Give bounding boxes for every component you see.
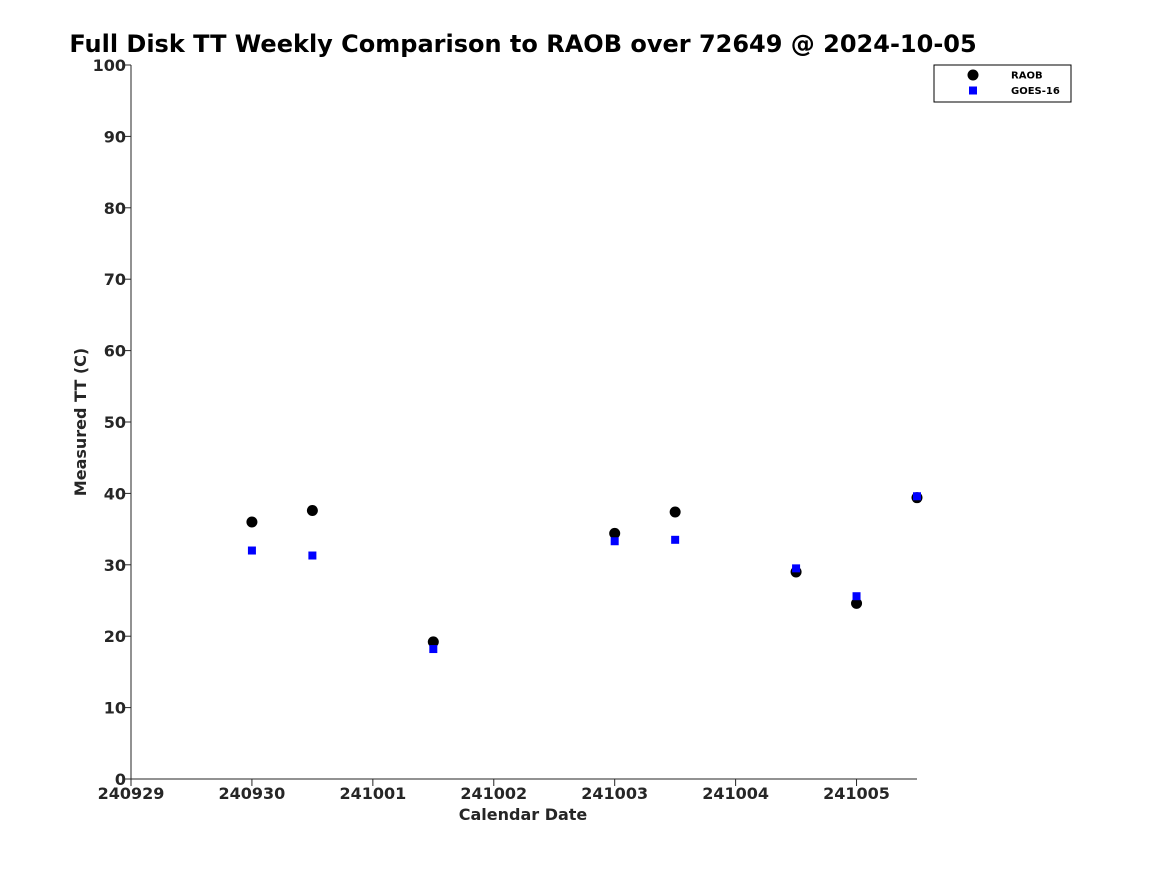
x-tick-label: 241002 (460, 784, 527, 803)
legend-marker-goes16 (969, 86, 977, 95)
legend-label-raob: RAOB (1011, 71, 1043, 82)
x-tick-label: 241004 (702, 784, 769, 803)
x-tick-label: 241003 (581, 784, 648, 803)
y-tick-label: 40 (104, 484, 126, 503)
x-tick-label: 240930 (219, 784, 286, 803)
point-goes16 (247, 546, 256, 555)
x-ticks: 240929 240930 241001 241002 241003 241004 2410… (98, 779, 890, 803)
legend: RAOB GOES-16 (933, 64, 1072, 103)
y-tick-label: 20 (104, 627, 126, 646)
point-raob (851, 597, 863, 609)
x-tick-label: 241001 (339, 784, 406, 803)
data-points (246, 492, 923, 654)
y-tick-label: 50 (104, 413, 126, 432)
point-raob (246, 516, 258, 528)
point-goes16 (913, 492, 921, 501)
point-raob (427, 636, 439, 648)
point-raob (609, 527, 621, 539)
y-tick-label: 100 (93, 56, 126, 75)
point-raob (669, 506, 681, 518)
point-goes16 (852, 592, 861, 601)
y-ticks: 0 10 20 30 40 50 60 70 80 90 100 (93, 56, 131, 789)
point-goes16 (308, 551, 317, 560)
x-tick-label: 241005 (823, 784, 890, 803)
x-axis-label: Calendar Date (459, 805, 588, 824)
y-tick-label: 10 (104, 699, 126, 718)
y-tick-label: 30 (104, 556, 126, 575)
point-goes16 (429, 645, 438, 654)
point-goes16 (671, 535, 680, 544)
chart-title: Full Disk TT Weekly Comparison to RAOB o… (69, 30, 976, 58)
point-raob (306, 505, 318, 517)
point-goes16 (610, 537, 619, 546)
legend-marker-raob (967, 69, 979, 81)
y-tick-label: 60 (104, 342, 126, 361)
y-tick-label: 70 (104, 270, 126, 289)
y-axis-label: Measured TT (C) (71, 348, 90, 496)
x-tick-label: 240929 (98, 784, 165, 803)
y-tick-label: 0 (115, 770, 126, 789)
legend-label-goes16: GOES-16 (1011, 86, 1060, 97)
legend-box (933, 64, 1072, 103)
y-tick-label: 80 (104, 199, 126, 218)
y-tick-label: 90 (104, 127, 126, 146)
point-goes16 (792, 564, 801, 573)
